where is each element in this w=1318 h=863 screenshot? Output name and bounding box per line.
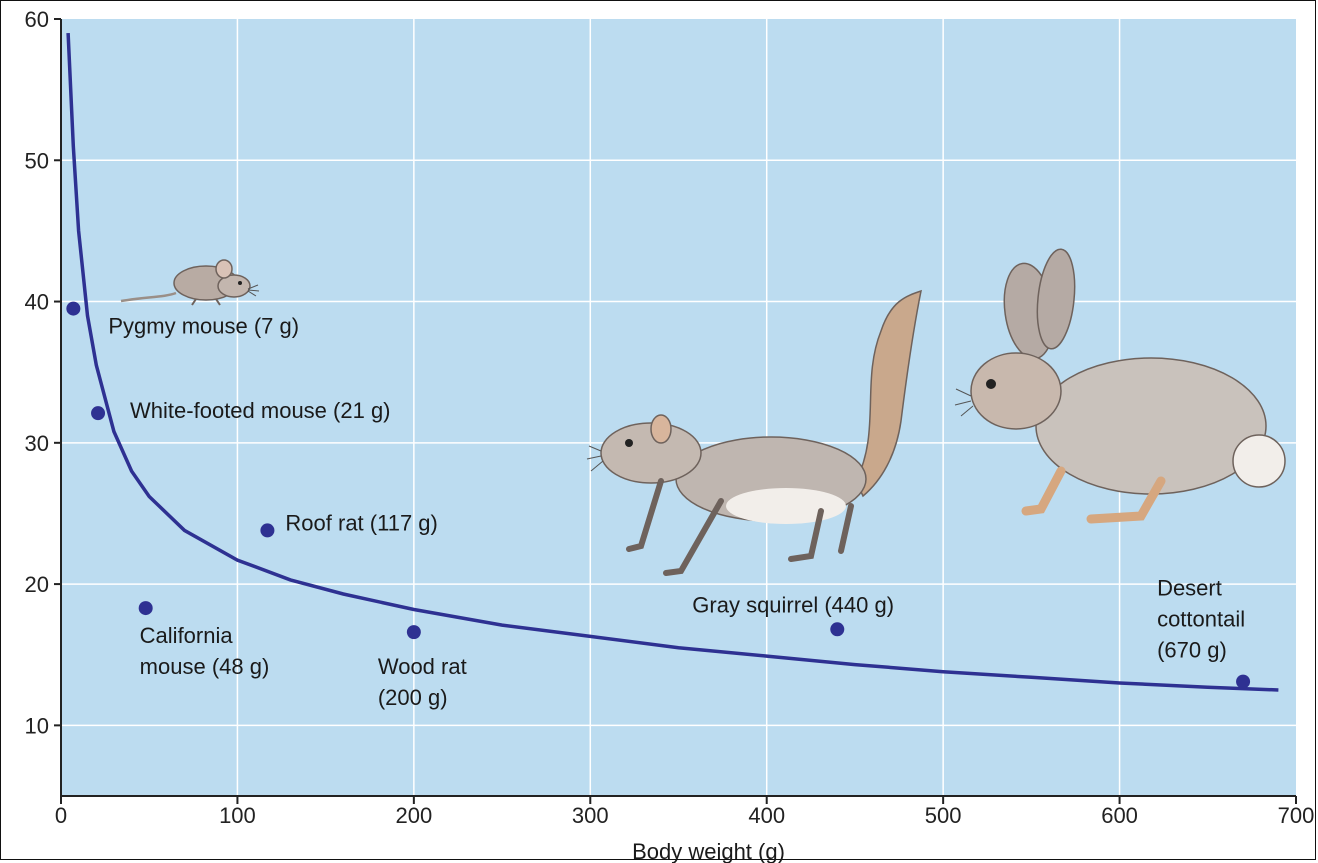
y-tick-label-20: 20 [25, 572, 49, 597]
rabbit-illustration [954, 248, 1286, 524]
x-tick-label-400: 400 [748, 803, 785, 828]
grid-lines [61, 19, 1296, 796]
animal-illustrations [120, 248, 1286, 576]
label-white-footed-mouse: White-footed mouse (21 g) [130, 398, 390, 423]
point-labels: Pygmy mouse (7 g) White-footed mouse (21 … [108, 314, 1245, 711]
squirrel-illustration [586, 289, 922, 576]
tick-labels: 0 100 200 300 400 500 600 700 10 20 30 40 50 60 [25, 7, 1315, 828]
point-pygmy-mouse [66, 301, 81, 316]
y-tick-label-60: 60 [25, 7, 49, 32]
data-points [66, 301, 1251, 689]
label-california-mouse-line-1: California [140, 623, 234, 648]
point-gray-squirrel [830, 622, 845, 637]
label-roof-rat: Roof rat (117 g) [285, 510, 437, 535]
x-tick-label-300: 300 [572, 803, 609, 828]
axes [60, 19, 1296, 797]
y-tick-label-10: 10 [25, 713, 49, 738]
y-tick-label-30: 30 [25, 431, 49, 456]
x-tick-label-0: 0 [55, 803, 67, 828]
mouse-illustration [120, 259, 260, 306]
x-tick-label-600: 600 [1101, 803, 1138, 828]
x-axis-label: Body weight (g) [632, 839, 785, 863]
x-tick-label-500: 500 [925, 803, 962, 828]
label-pygmy-mouse: Pygmy mouse (7 g) [108, 314, 299, 339]
label-wood-rat-line-2: (200 g) [378, 685, 448, 710]
point-roof-rat [260, 523, 275, 538]
fitted-curve [66, 33, 1279, 692]
label-desert-cottontail-line-1: Desert [1157, 576, 1222, 601]
label-desert-cottontail-line-2: cottontail [1157, 607, 1245, 632]
y-tick-label-40: 40 [25, 290, 49, 315]
label-wood-rat-line-1: Wood rat [378, 654, 467, 679]
label-california-mouse-line-2: mouse (48 g) [140, 654, 270, 679]
point-california-mouse [138, 601, 153, 616]
x-tick-label-700: 700 [1278, 803, 1315, 828]
x-tick-label-200: 200 [395, 803, 432, 828]
label-gray-squirrel: Gray squirrel (440 g) [692, 592, 894, 617]
point-wood-rat [406, 625, 421, 640]
x-tick-label-100: 100 [219, 803, 256, 828]
label-desert-cottontail-line-3: (670 g) [1157, 638, 1227, 663]
y-tick-label-50: 50 [25, 148, 49, 173]
point-desert-cottontail [1236, 674, 1251, 689]
point-white-footed-mouse [91, 406, 106, 421]
